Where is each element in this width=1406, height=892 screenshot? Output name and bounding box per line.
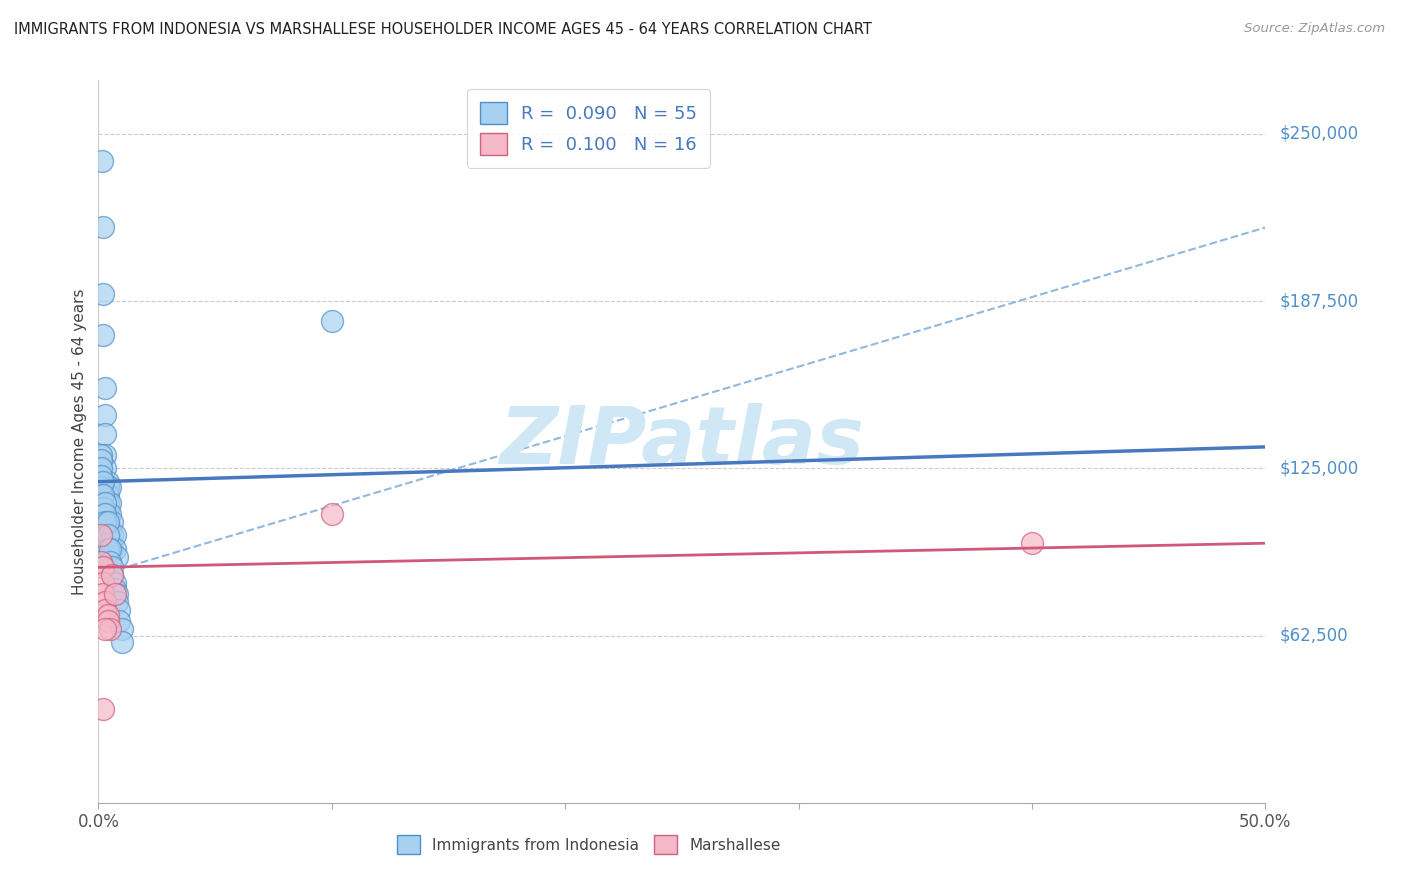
- Text: ZIPatlas: ZIPatlas: [499, 402, 865, 481]
- Text: $62,500: $62,500: [1279, 626, 1348, 645]
- Point: [98, 507, 121, 521]
- Point: [321, 314, 343, 328]
- Point: [94, 408, 117, 422]
- Point: [97, 541, 120, 556]
- Legend: Immigrants from Indonesia, Marshallese: Immigrants from Indonesia, Marshallese: [391, 830, 786, 860]
- Text: $125,000: $125,000: [1279, 459, 1358, 477]
- Point: [101, 560, 124, 574]
- Point: [108, 614, 131, 628]
- Text: Source: ZipAtlas.com: Source: ZipAtlas.com: [1244, 22, 1385, 36]
- Point: [97, 528, 120, 542]
- Point: [1021, 536, 1043, 550]
- Point: [90, 448, 112, 462]
- Point: [104, 582, 127, 596]
- Point: [97, 496, 120, 510]
- Point: [91, 220, 114, 235]
- Point: [90, 153, 112, 168]
- Point: [90, 469, 112, 483]
- Point: [98, 622, 121, 636]
- Point: [90, 480, 112, 494]
- Point: [94, 515, 117, 529]
- Text: $250,000: $250,000: [1279, 125, 1358, 143]
- Point: [91, 702, 114, 716]
- Point: [97, 515, 120, 529]
- Point: [111, 635, 134, 649]
- Point: [104, 576, 127, 591]
- Point: [94, 595, 117, 609]
- Point: [108, 603, 131, 617]
- Point: [91, 507, 114, 521]
- Point: [101, 528, 124, 542]
- Point: [97, 507, 120, 521]
- Point: [101, 568, 124, 582]
- Point: [101, 568, 124, 582]
- Point: [90, 555, 112, 569]
- Text: $187,500: $187,500: [1279, 292, 1358, 310]
- Point: [104, 587, 127, 601]
- Point: [104, 541, 127, 556]
- Point: [91, 501, 114, 516]
- Point: [90, 453, 112, 467]
- Point: [105, 595, 128, 609]
- Point: [91, 475, 114, 489]
- Point: [91, 587, 114, 601]
- Point: [101, 515, 124, 529]
- Point: [98, 480, 121, 494]
- Point: [97, 608, 120, 623]
- Y-axis label: Householder Income Ages 45 - 64 years: Householder Income Ages 45 - 64 years: [72, 288, 87, 595]
- Point: [94, 496, 117, 510]
- Point: [90, 528, 112, 542]
- Point: [98, 496, 121, 510]
- Point: [94, 381, 117, 395]
- Point: [98, 523, 121, 537]
- Point: [91, 488, 114, 502]
- Point: [97, 515, 120, 529]
- Point: [91, 560, 114, 574]
- Point: [91, 327, 114, 342]
- Point: [98, 541, 121, 556]
- Point: [111, 622, 134, 636]
- Point: [321, 507, 343, 521]
- Point: [97, 488, 120, 502]
- Point: [94, 426, 117, 441]
- Point: [94, 622, 117, 636]
- Point: [94, 448, 117, 462]
- Point: [101, 541, 124, 556]
- Point: [97, 480, 120, 494]
- Point: [90, 461, 112, 475]
- Point: [98, 533, 121, 548]
- Point: [90, 488, 112, 502]
- Point: [91, 576, 114, 591]
- Point: [94, 461, 117, 475]
- Point: [94, 603, 117, 617]
- Point: [97, 614, 120, 628]
- Point: [105, 587, 128, 601]
- Text: IMMIGRANTS FROM INDONESIA VS MARSHALLESE HOUSEHOLDER INCOME AGES 45 - 64 YEARS C: IMMIGRANTS FROM INDONESIA VS MARSHALLESE…: [14, 22, 872, 37]
- Point: [104, 528, 127, 542]
- Point: [97, 475, 120, 489]
- Point: [105, 549, 128, 564]
- Point: [98, 555, 121, 569]
- Point: [94, 507, 117, 521]
- Point: [91, 287, 114, 301]
